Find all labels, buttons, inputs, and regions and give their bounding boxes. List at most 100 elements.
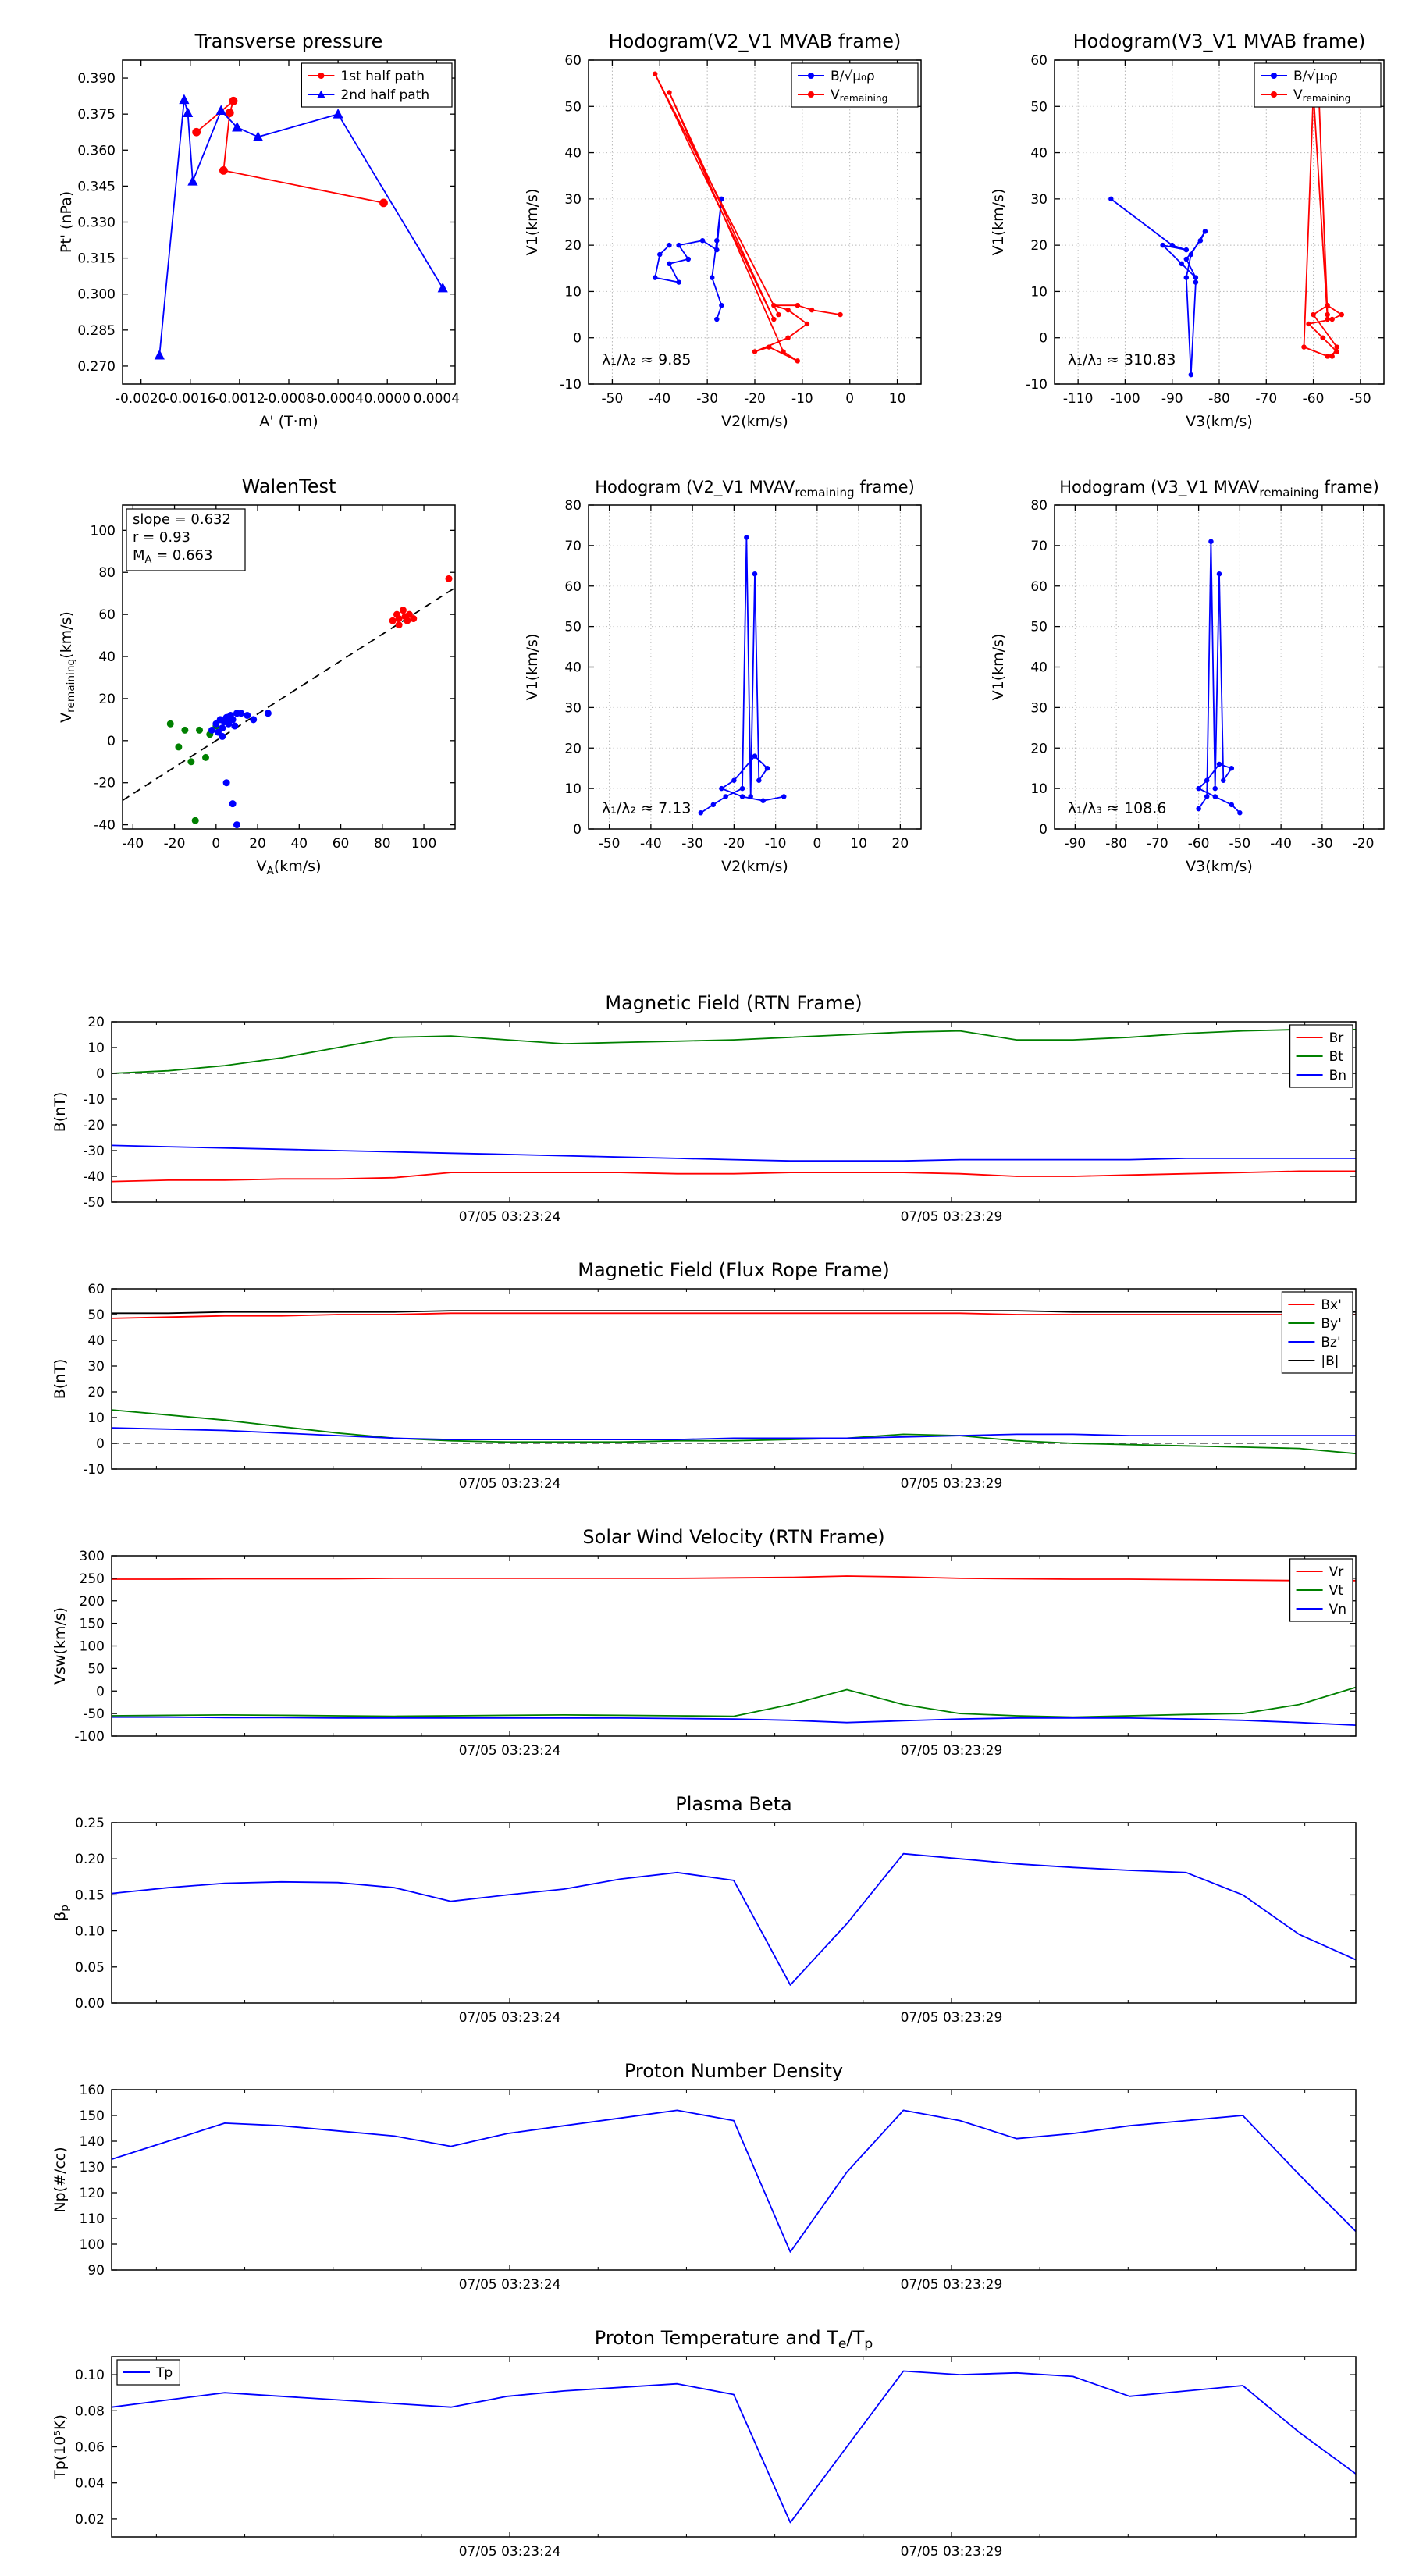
legend-label: Tp — [155, 2365, 173, 2381]
y-tick-label: 50 — [1030, 620, 1048, 635]
y-tick-label: 140 — [80, 2134, 105, 2150]
annotation: λ₁/λ₂ ≈ 7.13 — [602, 799, 691, 817]
x-axis: -50 -40 -30 -20 -10 0 10 20 — [599, 505, 909, 852]
y-axis-label: Tp(10⁵K) — [52, 2414, 69, 2480]
x-axis: 07/05 03:23:24 07/05 03:23:29 — [155, 2357, 1306, 2560]
chart-title: Plasma Beta — [675, 1793, 791, 1815]
chart-plasma-beta: 07/05 03:23:24 07/05 03:23:29 0.00 0.05 0.10… — [51, 1788, 1378, 2042]
x-axis-label: V2(km/s) — [721, 858, 788, 875]
y-tick-label: -20 — [94, 776, 116, 792]
y-tick-label: 0.390 — [77, 71, 116, 87]
series-walen-green-markers — [166, 720, 220, 824]
x-tick-label: 07/05 03:23:24 — [459, 1743, 561, 1759]
y-tick-label: 160 — [80, 2083, 105, 2098]
x-axis: 07/05 03:23:24 07/05 03:23:29 — [155, 1556, 1306, 1759]
y-tick-label: 0 — [1039, 331, 1048, 347]
y-tick-label: 60 — [564, 579, 582, 595]
y-tick-label: 100 — [80, 2237, 105, 2253]
x-tick-label: -110 — [1063, 391, 1094, 407]
series-v-remaining-markers — [1301, 71, 1344, 359]
annotation: λ₁/λ₂ ≈ 9.85 — [602, 351, 691, 368]
y-tick-label: -40 — [94, 818, 116, 834]
series-vn — [112, 1716, 1357, 1726]
x-tick-label: 10 — [850, 836, 867, 852]
annotation: λ₁/λ₃ ≈ 108.6 — [1068, 799, 1167, 817]
x-tick-label: -80 — [1105, 836, 1127, 852]
y-axis: -40 -20 0 20 40 60 80 100 — [91, 523, 455, 834]
chart-svg-vsw-rtn: 07/05 03:23:24 07/05 03:23:29 -100 -50 0 50 10… — [52, 1526, 1357, 1759]
series-v-remaining — [1303, 73, 1343, 358]
series-vr — [112, 1575, 1356, 1582]
y-tick-label: -50 — [83, 1706, 105, 1722]
x-tick-label: -100 — [1110, 391, 1140, 407]
legend-label: 1st half path — [340, 69, 425, 84]
y-tick-label: 10 — [87, 1041, 105, 1056]
y-tick-label: -10 — [83, 1462, 105, 1478]
chart-proton-number-density: 07/05 03:23:24 07/05 03:23:29 90 100 110 120 1… — [51, 2055, 1378, 2309]
x-axis: -50 -40 -30 -20 -10 0 10 — [602, 60, 905, 407]
axes-frame — [111, 2089, 1357, 2271]
stats-line: slope = 0.632 — [133, 511, 231, 528]
legend-label: Bx' — [1321, 1297, 1341, 1313]
x-tick-label: 07/05 03:23:29 — [901, 1743, 1003, 1759]
y-tick-label: 30 — [564, 700, 582, 716]
chart-title: Hodogram(V2_V1 MVAB frame) — [609, 30, 902, 52]
legend: Br Bt Bn — [1289, 1024, 1353, 1088]
y-axis-label: B(nT) — [52, 1092, 69, 1133]
chart-svg-proton-density: 07/05 03:23:24 07/05 03:23:29 90 100 110 120 1… — [52, 2060, 1357, 2293]
x-tick-label: 0 — [813, 836, 821, 852]
y-tick-label: 0.315 — [77, 251, 116, 267]
y-axis-label: B(nT) — [52, 1359, 69, 1400]
y-tick-label: 30 — [1030, 700, 1048, 716]
chart-title: Proton Temperature and Te/Tp — [595, 2327, 873, 2352]
chart-svg-mag-rtn: 07/05 03:23:24 07/05 03:23:29 -50 -40 -30 -20… — [52, 992, 1357, 1225]
x-tick-label: -0.0020 — [116, 391, 167, 407]
y-tick-label: 20 — [564, 238, 582, 254]
series-second-half-markers — [154, 94, 448, 360]
annotation: λ₁/λ₃ ≈ 310.83 — [1068, 351, 1176, 368]
y-axis-label: Pt' (nPa) — [58, 191, 75, 253]
series-beta — [111, 1852, 1357, 1986]
y-tick-label: 40 — [1030, 660, 1048, 676]
chart-walen-test: -40 -20 0 20 40 60 80 100 -40 -20 0 20 40 60 80 100 Wale… — [51, 464, 472, 890]
y-tick-label: 0 — [96, 1436, 105, 1452]
x-axis: 07/05 03:23:24 07/05 03:23:29 — [155, 1022, 1306, 1225]
x-tick-label: -20 — [164, 836, 186, 852]
axes-frame — [111, 1555, 1357, 1737]
axes-frame — [111, 2356, 1357, 2538]
y-tick-label: 50 — [1030, 99, 1048, 115]
y-tick-label: 300 — [80, 1549, 105, 1564]
series-v-hodogram-markers — [698, 535, 787, 816]
y-tick-label: 120 — [80, 2186, 105, 2201]
y-tick-label: 80 — [98, 565, 116, 581]
x-tick-label: -80 — [1208, 391, 1230, 407]
legend-label: |B| — [1321, 1354, 1339, 1369]
series-b-hodogram — [654, 198, 723, 320]
x-axis-label: VA(km/s) — [257, 858, 322, 877]
y-tick-label: 0.02 — [75, 2512, 105, 2528]
x-tick-label: 07/05 03:23:24 — [459, 2544, 561, 2560]
y-axis-label: Vremaining(km/s) — [58, 611, 77, 723]
y-axis: -10 0 10 20 30 40 50 60 — [83, 1282, 1356, 1478]
x-tick-label: -50 — [1350, 391, 1371, 407]
y-tick-label: 20 — [87, 1385, 105, 1400]
x-tick-label: 07/05 03:23:24 — [459, 2277, 561, 2293]
series-v-hodogram — [1197, 540, 1241, 813]
y-tick-label: -30 — [83, 1144, 105, 1159]
y-tick-label: 110 — [80, 2211, 105, 2227]
x-axis: -90 -80 -70 -60 -50 -40 -30 -20 — [1064, 505, 1375, 852]
x-tick-label: -50 — [1229, 836, 1250, 852]
series-v-hodogram-markers — [1196, 539, 1243, 816]
x-tick-label: -30 — [696, 391, 718, 407]
y-axis: -50 -40 -30 -20 -10 0 10 20 — [83, 1015, 1356, 1211]
x-tick-label: -0.0004 — [312, 391, 364, 407]
y-axis: 0 10 20 30 40 50 60 70 80 — [564, 498, 921, 838]
y-axis-label: Vsw(km/s) — [52, 1607, 69, 1685]
y-tick-label: 150 — [80, 1617, 105, 1632]
y-tick-label: 20 — [564, 741, 582, 756]
chart-svg-walen-test: -40 -20 0 20 40 60 80 100 -40 -20 0 20 40 60 80 100 Wale… — [58, 475, 456, 877]
axes-frame — [111, 1822, 1357, 2004]
y-tick-label: 0.04 — [75, 2476, 105, 2492]
x-axis-label: V3(km/s) — [1186, 858, 1253, 875]
